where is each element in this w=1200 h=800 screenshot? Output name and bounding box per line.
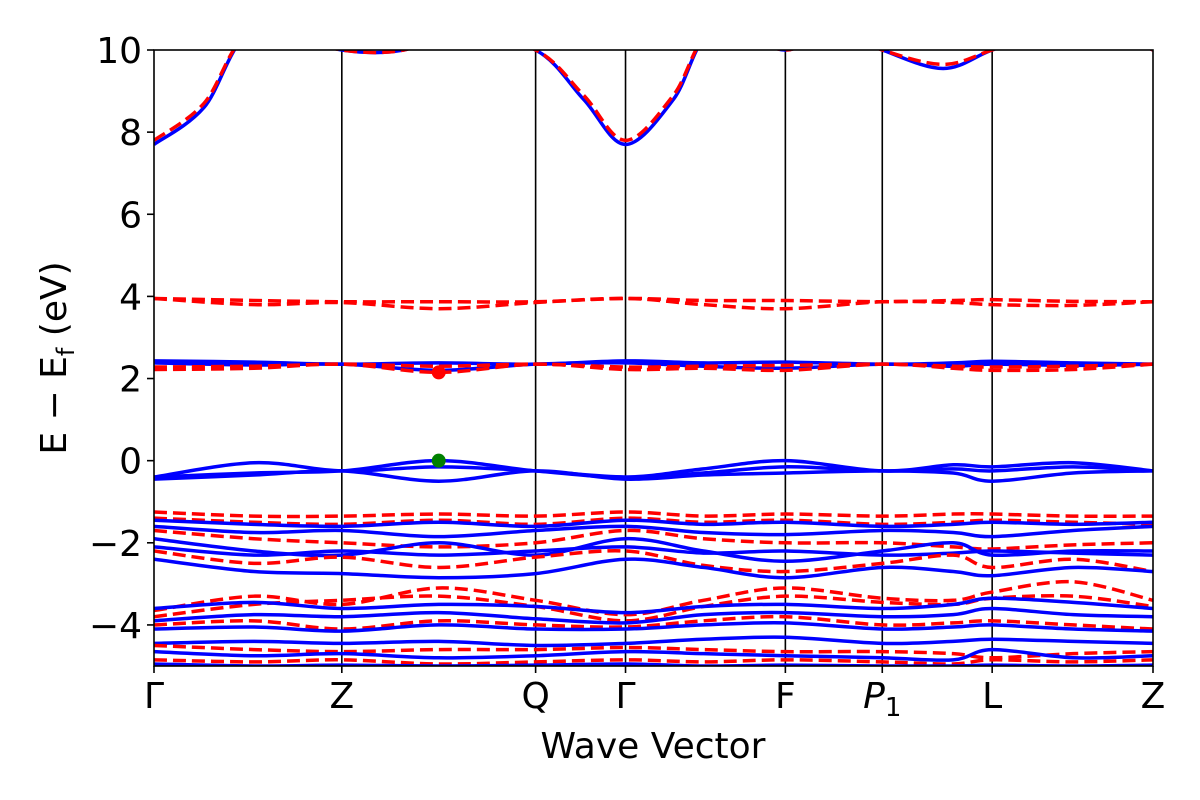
vbm-marker	[431, 453, 446, 468]
spin-up-band	[154, 606, 1153, 625]
cbm-marker	[431, 365, 446, 380]
y-tick-label: 0	[119, 442, 142, 483]
spin-down-band	[154, 579, 1153, 617]
spin-down-band	[154, 549, 1153, 574]
plot-background	[154, 50, 1153, 666]
y-tick-label: −4	[89, 606, 142, 647]
spin-down-band	[154, 510, 1153, 519]
x-tick-label: P1	[863, 676, 901, 723]
x-tick-label: Γ	[615, 676, 635, 717]
x-tick-label: F	[775, 676, 796, 717]
spin-up-band	[154, 545, 1153, 557]
spin-up-band	[154, 647, 1153, 662]
y-tick-label: 8	[119, 113, 142, 154]
kpoint-lines	[341, 50, 993, 666]
spin-up-band	[154, 469, 1153, 483]
y-tick-label: −2	[89, 524, 142, 565]
spin-up-band	[154, 635, 1153, 648]
spin-down-band	[154, 528, 1153, 551]
spin-up-band	[154, 557, 1153, 580]
x-axis-title: Wave Vector	[541, 726, 766, 767]
spin-down-band	[154, 643, 1153, 660]
spin-down-band	[154, 362, 1153, 375]
x-tick-label: L	[982, 676, 1002, 717]
y-tick-label: 6	[119, 195, 142, 236]
spin-up-band	[154, 620, 1153, 633]
spin-down-band	[154, 296, 1153, 304]
spin-down-band	[154, 614, 1153, 631]
x-ticks: Γ Z Q Γ F P1 L Z	[144, 666, 1165, 723]
plot-frame	[153, 49, 1154, 667]
y-ticks: −4 −2 0 2 4 6 8 10	[89, 31, 154, 647]
y-axis-title-main: E − E	[34, 356, 75, 455]
spin-down-band	[154, 516, 1153, 527]
x-tick-label: Γ	[144, 676, 164, 717]
y-axis-title-sub: f	[52, 347, 80, 356]
y-tick-label: 2	[119, 360, 142, 401]
spin-down-band	[154, 296, 1153, 311]
y-tick-label: 10	[96, 31, 142, 72]
spin-down-band	[154, 362, 1153, 369]
x-tick-label: Q	[521, 676, 549, 717]
spin-up-band	[154, 536, 1153, 564]
spin-up-band	[154, 596, 1153, 615]
y-axis-title-unit: (eV)	[34, 261, 75, 347]
x-tick-label: Z	[329, 676, 354, 717]
markers	[431, 365, 446, 468]
y-axis-title: E − Ef (eV)	[34, 261, 80, 454]
spin-down-band	[154, 658, 1153, 666]
spin-up-band	[154, 518, 1153, 529]
x-tick-label: Z	[1141, 676, 1166, 717]
y-tick-label: 4	[119, 277, 142, 318]
spin-up-band	[154, 524, 1153, 539]
